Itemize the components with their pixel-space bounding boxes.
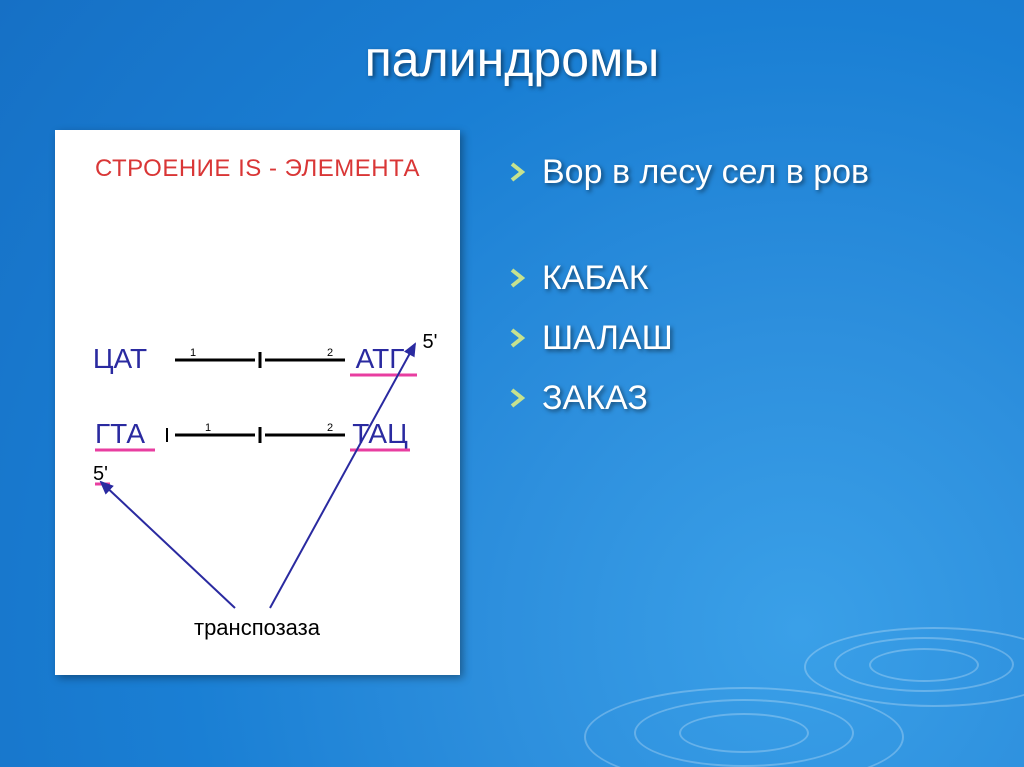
bullet-item: ШАЛАШ — [510, 316, 980, 362]
slide: палиндромы СТРОЕНИЕ IS - ЭЛЕМЕНТА ЦАТ 1 … — [0, 0, 1024, 767]
strand1-right-label: АТГ — [356, 343, 405, 374]
bullet-text: Вор в лесу сел в ров — [542, 150, 869, 196]
strand2-segnum-right: 2 — [327, 422, 333, 434]
strand2-segnum-left: 1 — [205, 422, 211, 434]
strand2-five-prime: 5' — [93, 463, 108, 485]
strand1-left-label: ЦАТ — [93, 343, 147, 374]
strand2-left-label: ГТА — [95, 418, 145, 449]
diagram-bottom-label: транспозаза — [194, 615, 321, 640]
strand1-segnum-left: 1 — [190, 347, 196, 359]
diagram-box: СТРОЕНИЕ IS - ЭЛЕМЕНТА ЦАТ 1 2 АТГ 5' ГТ… — [55, 130, 460, 675]
diagram-svg: ЦАТ 1 2 АТГ 5' ГТА 1 2 ТАЦ 5' — [55, 130, 460, 675]
strand1-five-prime: 5' — [423, 331, 438, 353]
bullet-item: Вор в лесу сел в ров — [510, 150, 980, 196]
decorative-ripple — [679, 713, 809, 753]
decorative-ripple — [869, 648, 979, 682]
bullet-text: ШАЛАШ — [542, 316, 673, 362]
bullet-text: КАБАК — [542, 256, 649, 302]
chevron-right-icon — [510, 162, 528, 182]
slide-title: палиндромы — [0, 30, 1024, 88]
strand1-segnum-right: 2 — [327, 347, 333, 359]
bullet-item: КАБАК — [510, 256, 980, 302]
chevron-right-icon — [510, 328, 528, 348]
bullet-text: ЗАКАЗ — [542, 376, 648, 422]
chevron-right-icon — [510, 388, 528, 408]
bullet-item: ЗАКАЗ — [510, 376, 980, 422]
connector-arrow-left — [101, 482, 235, 608]
chevron-right-icon — [510, 268, 528, 288]
connector-arrow-right — [270, 344, 415, 608]
bullet-list: Вор в лесу сел в ров КАБАК ШАЛАШ ЗАКАЗ — [510, 150, 980, 436]
